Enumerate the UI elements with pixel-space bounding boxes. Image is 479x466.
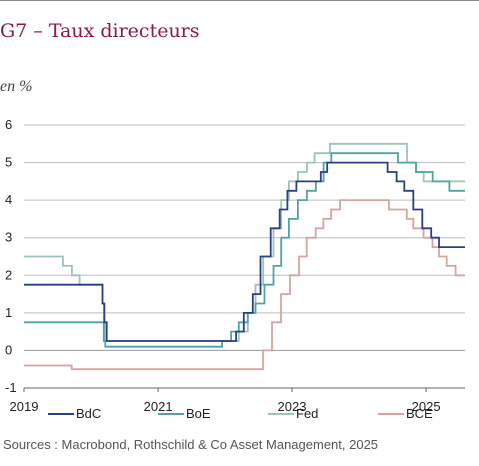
series-line-bdc bbox=[24, 161, 465, 342]
y-tick-label: 1 bbox=[5, 305, 12, 320]
y-tick-label: 3 bbox=[5, 230, 12, 245]
x-tick-label: 2023 bbox=[278, 399, 307, 414]
y-tick-label: 5 bbox=[5, 155, 12, 170]
y-tick-labels: -1 0 1 2 3 4 5 6 bbox=[5, 117, 17, 395]
series-line-fed bbox=[24, 142, 465, 342]
series-line-bce bbox=[24, 199, 465, 371]
legend-label-fed: Fed bbox=[296, 406, 318, 421]
x-tick-labels: 2019 2021 2023 2025 bbox=[10, 388, 441, 414]
x-tick-label: 2025 bbox=[412, 399, 441, 414]
legend-label-bce: BCE bbox=[406, 406, 433, 421]
y-tick-label: -1 bbox=[5, 380, 17, 395]
y-tick-label: 4 bbox=[5, 192, 12, 207]
top-rule bbox=[0, 0, 479, 1]
y-tick-label: 2 bbox=[5, 267, 12, 282]
source-note: Sources : Macrobond, Rothschild & Co Ass… bbox=[3, 437, 379, 452]
x-tick-label: 2021 bbox=[144, 399, 173, 414]
legend-label-bdc: BdC bbox=[76, 406, 101, 421]
y-tick-label: 6 bbox=[5, 117, 12, 132]
legend-label-boe: BoE bbox=[186, 406, 211, 421]
legend: BdC BoE Fed BCE bbox=[48, 406, 433, 421]
chart-title: G7 – Taux directeurs bbox=[0, 20, 200, 42]
x-tick-label: 2019 bbox=[10, 399, 39, 414]
grid-lines bbox=[24, 124, 465, 389]
y-tick-label: 0 bbox=[5, 342, 12, 357]
unit-label: en % bbox=[0, 78, 33, 95]
series-lines bbox=[24, 142, 465, 371]
